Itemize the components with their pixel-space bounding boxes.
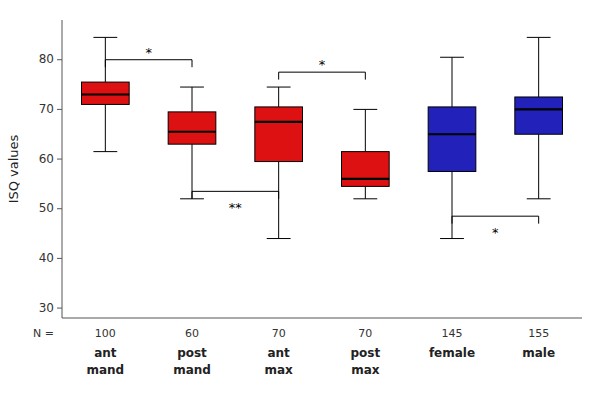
significance-bracket [279,72,366,79]
category-label: max [264,363,293,377]
significance-bracket [192,191,279,198]
upper-whisker [278,87,279,107]
box [342,152,390,187]
lower-whisker [278,162,279,239]
lower-whisker [538,134,539,199]
y-tick-label: 80 [39,52,54,66]
x-axis-line [62,318,582,319]
upper-cap [267,87,291,88]
lower-cap [93,151,117,152]
y-tick [57,208,62,209]
y-axis-label: ISQ values [6,134,21,203]
significance-bracket [452,216,539,223]
y-tick [57,258,62,259]
category-label: mand [86,363,124,377]
median-line [168,131,216,133]
upper-whisker [452,57,453,107]
lower-cap [353,198,377,199]
category-label: post [350,346,380,360]
box [168,112,216,144]
upper-whisker [192,87,193,112]
n-value: 155 [528,327,549,340]
lower-cap [440,238,464,239]
category-label: post [177,346,207,360]
n-value: 60 [185,327,199,340]
upper-whisker [538,37,539,97]
y-tick-label: 60 [39,152,54,166]
y-tick [57,308,62,309]
category-label: ant [267,346,290,360]
median-line [428,133,476,135]
box [428,107,476,172]
median-line [255,121,303,123]
lower-whisker [365,186,366,198]
category-label: max [351,363,380,377]
upper-cap [440,57,464,58]
box [82,82,130,104]
y-tick-label: 30 [39,301,54,315]
category-label: female [429,346,475,360]
n-value: 70 [358,327,372,340]
n-label: N = [33,327,54,340]
box [515,97,563,134]
upper-cap [353,109,377,110]
significance-label: ** [229,200,243,215]
y-axis-line [62,20,63,318]
median-line [342,178,390,180]
lower-whisker [192,144,193,199]
lower-cap [527,198,551,199]
category-label: mand [173,363,211,377]
median-line [515,108,563,110]
y-tick-label: 40 [39,251,54,265]
y-tick-label: 50 [39,201,54,215]
median-line [82,93,130,95]
n-value: 70 [272,327,286,340]
significance-label: * [145,45,152,60]
plot-area [82,37,563,238]
upper-cap [527,37,551,38]
upper-cap [180,87,204,88]
y-tick-label: 70 [39,102,54,116]
lower-cap [267,238,291,239]
lower-whisker [105,104,106,151]
significance-bracket [105,60,192,67]
y-tick [57,59,62,60]
upper-whisker [365,109,366,151]
n-value: 145 [442,327,463,340]
box [255,107,303,162]
y-tick [57,109,62,110]
y-tick [57,159,62,160]
significance-label: * [319,57,326,72]
significance-label: * [492,225,499,240]
upper-cap [93,37,117,38]
category-label: male [522,346,555,360]
n-value: 100 [95,327,116,340]
category-label: ant [94,346,117,360]
lower-whisker [452,171,453,238]
chart: 304050607080ISQ values*****N =100antmand… [0,0,600,400]
